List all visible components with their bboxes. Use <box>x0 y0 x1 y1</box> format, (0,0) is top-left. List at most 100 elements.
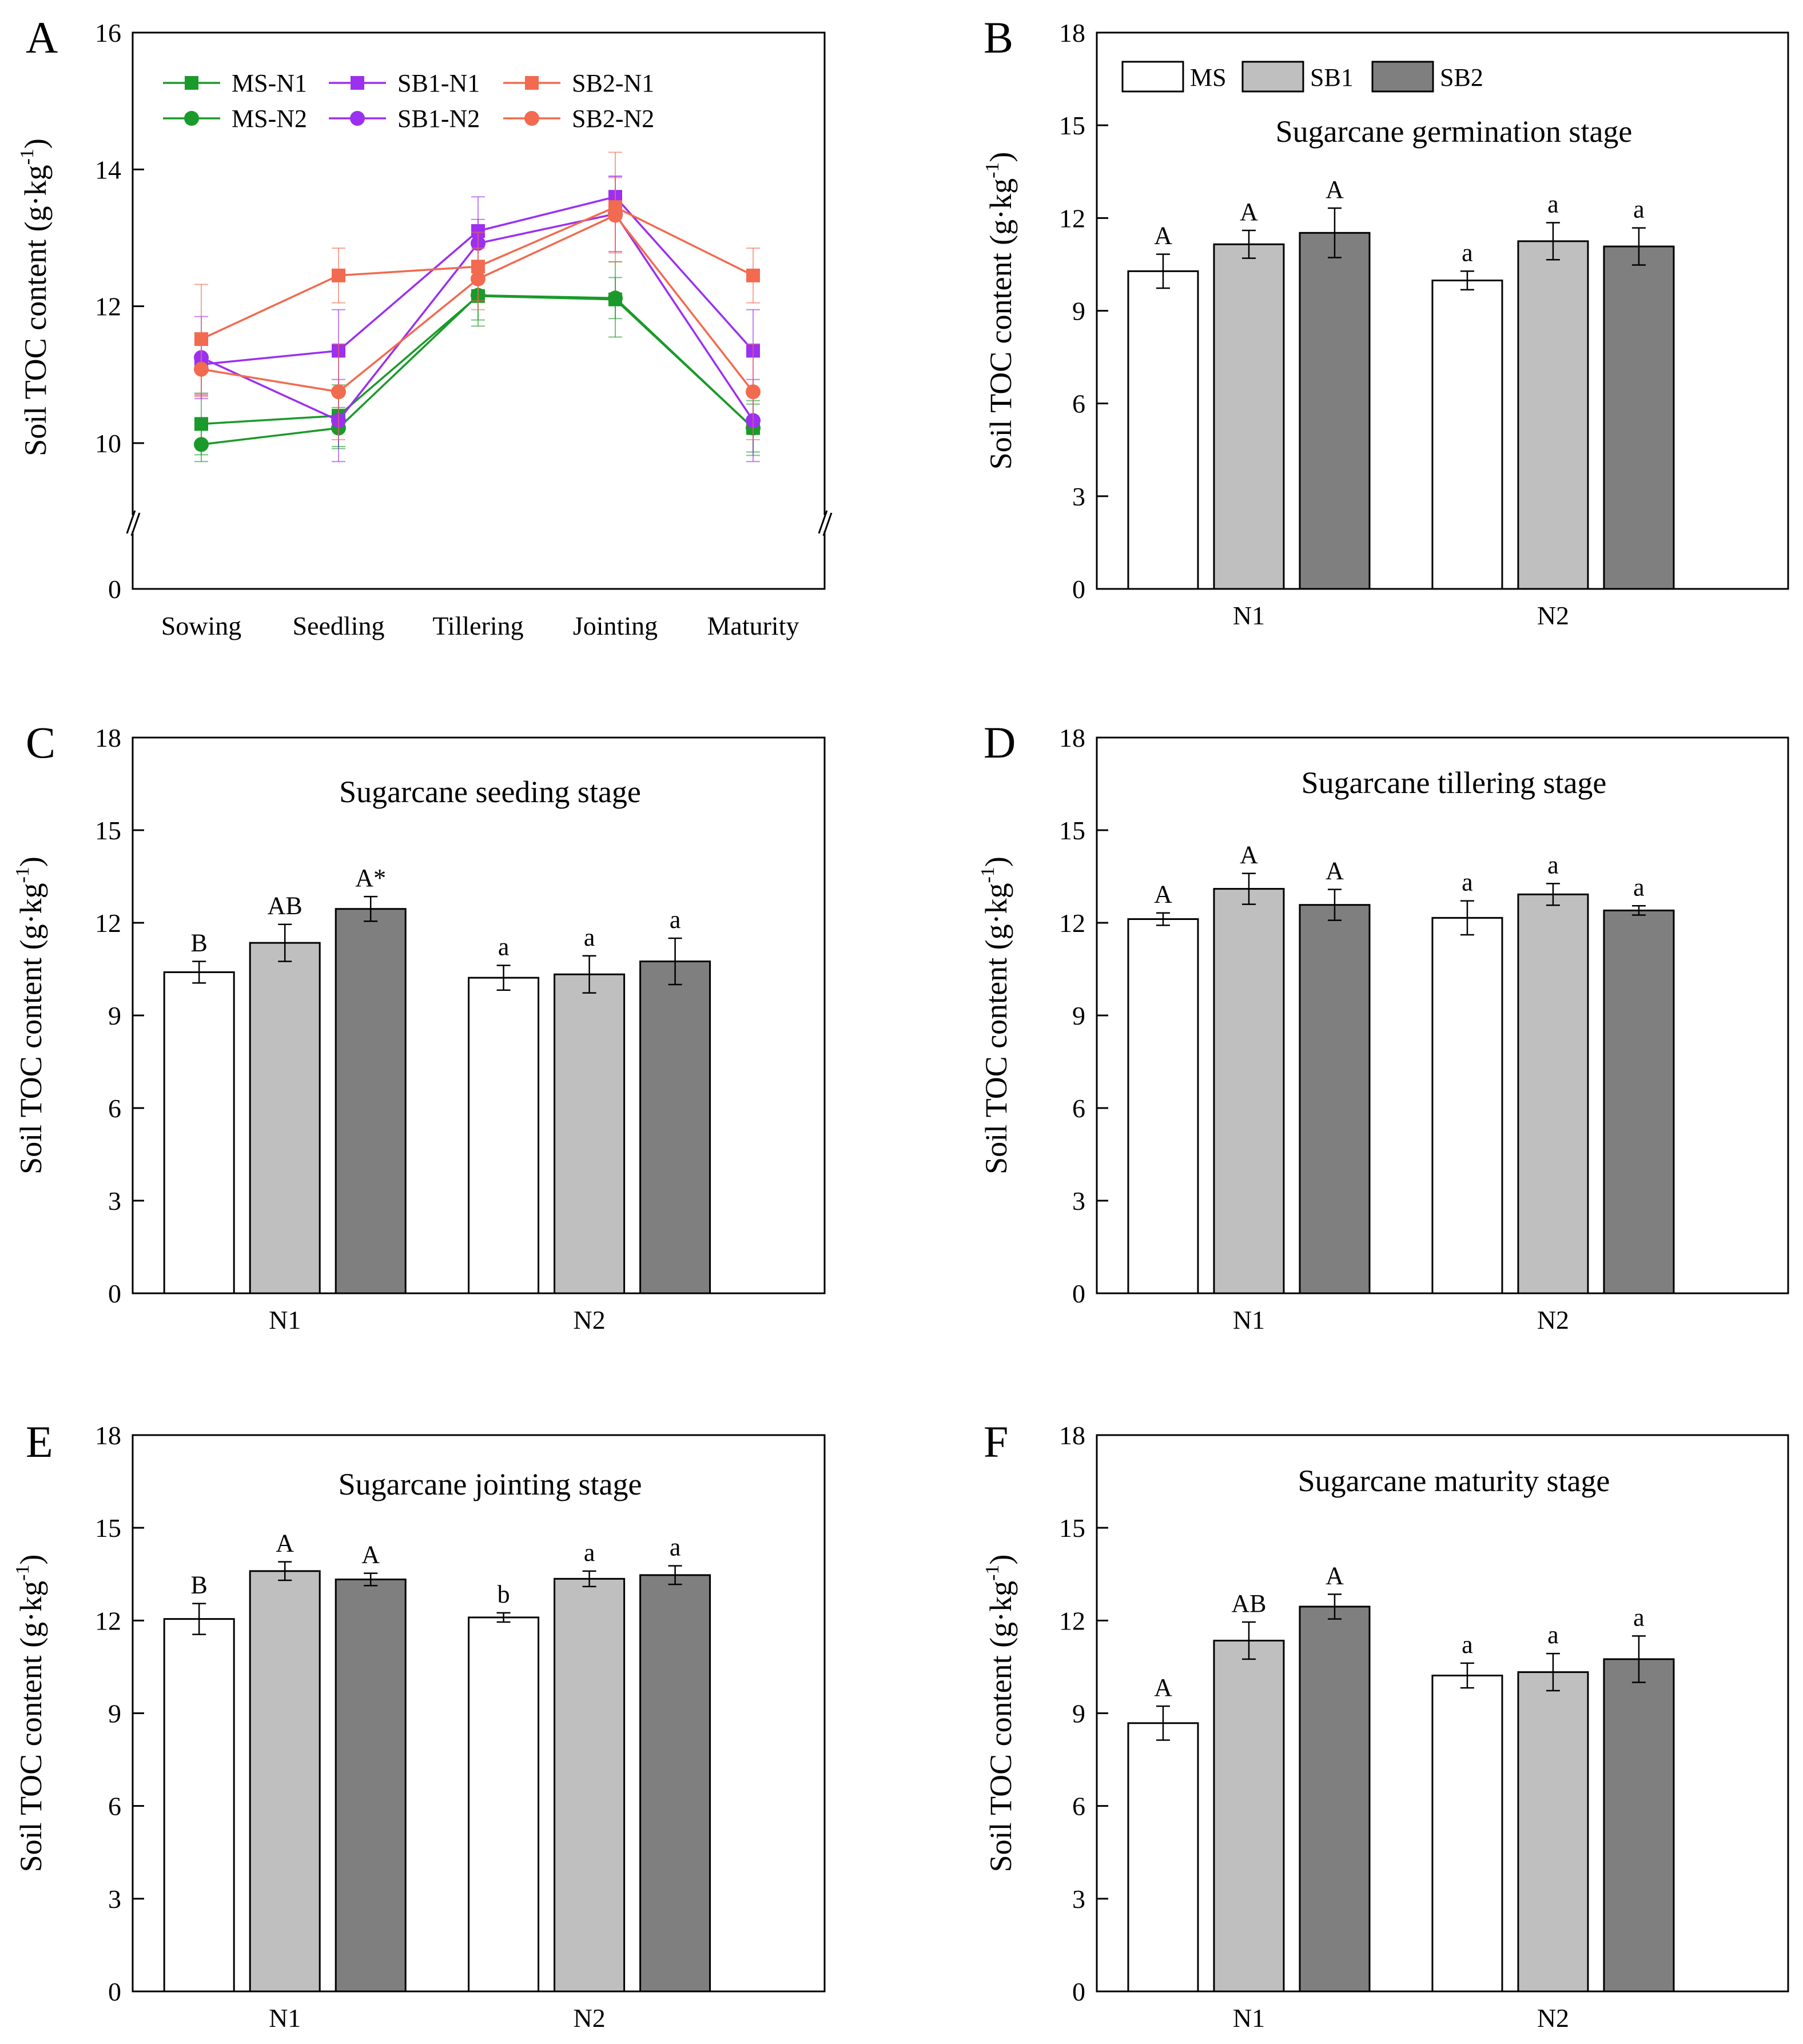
y-tick-label: 18 <box>95 1421 121 1450</box>
data-point <box>746 384 761 400</box>
chart-title: Sugarcane germination stage <box>1276 114 1633 149</box>
y-tick-label: 18 <box>95 723 121 752</box>
x-tick-label: N2 <box>573 1305 605 1334</box>
bar-SB2-N1 <box>1299 904 1371 1294</box>
data-point <box>471 271 485 286</box>
series-line-MS-N1 <box>201 294 754 429</box>
y-axis-label: Soil TOC content (g·kg-1) <box>982 152 1018 470</box>
significance-label: AB <box>268 892 303 920</box>
y-tick-label: 0 <box>108 1977 121 2006</box>
significance-label: A* <box>355 864 386 892</box>
y-tick-label: 16 <box>95 18 121 47</box>
legend-swatch <box>1371 61 1434 93</box>
significance-label: A <box>1326 176 1344 204</box>
y-tick-label: 3 <box>1072 482 1085 511</box>
panel-d: D 0 3 6 9 12 15 18 Soil TOC content (g·kg-1) Suga… <box>977 718 1789 1334</box>
y-tick-label: 15 <box>1059 111 1085 140</box>
panel-letter: B <box>984 13 1013 62</box>
significance-label: A <box>1154 222 1172 250</box>
x-tick-label: N2 <box>1537 2003 1569 2033</box>
significance-label: A <box>276 1529 294 1557</box>
significance-label: a <box>584 923 595 951</box>
y-tick-label: 14 <box>95 155 121 184</box>
y-tick-label: 12 <box>1059 1606 1085 1635</box>
significance-label: a <box>1633 196 1645 224</box>
y-tick-label: 9 <box>108 1699 121 1728</box>
x-tick-label: Maturity <box>707 611 799 640</box>
bar-MS-N2 <box>1431 917 1503 1294</box>
panel-c: C 0 3 6 9 12 15 18 Soil TOC content (g·kg-1) Suga… <box>12 718 826 1334</box>
y-tick-label: 12 <box>95 909 121 938</box>
bar-MS-N1 <box>1127 918 1199 1294</box>
legend-marker <box>525 76 539 90</box>
data-point <box>332 268 345 282</box>
y-tick-label: 18 <box>1059 723 1085 752</box>
panel-f: F 0 3 6 9 12 15 18 Soil TOC content (g·kg-1) Suga… <box>982 1417 1789 2033</box>
x-tick-label: N1 <box>1233 1305 1265 1334</box>
y-axis-label: Soil TOC content (g·kg-1) <box>12 856 48 1174</box>
significance-label: a <box>498 933 510 961</box>
legend-label: SB1-N2 <box>397 105 480 133</box>
y-tick-label: 18 <box>1059 18 1085 47</box>
bar-SB1-N2 <box>1517 240 1589 590</box>
significance-label: A <box>1240 841 1258 869</box>
significance-label: AB <box>1231 1589 1266 1617</box>
bar-MS-N1 <box>163 971 235 1294</box>
data-point <box>746 268 760 282</box>
legend-label: MS-N1 <box>232 69 307 97</box>
y-tick-label: 12 <box>1059 909 1085 938</box>
panel-letter: C <box>26 718 55 767</box>
y-axis-label: Soil TOC content (g·kg-1) <box>17 138 53 456</box>
significance-label: A <box>1240 198 1258 226</box>
data-point <box>608 290 623 306</box>
bar-SB1-N1 <box>1213 243 1285 590</box>
legend-swatch <box>1121 61 1184 93</box>
bar-SB1-N2 <box>1517 1671 1589 1993</box>
chart-title: Sugarcane maturity stage <box>1298 1464 1610 1498</box>
x-tick-label: N1 <box>1233 601 1265 630</box>
y-tick-label: 0 <box>1072 575 1085 604</box>
data-point <box>608 208 623 223</box>
y-tick-label: 6 <box>1072 1792 1085 1821</box>
bar-SB1-N1 <box>249 942 321 1294</box>
chart-title: Sugarcane seeding stage <box>339 775 641 809</box>
y-axis-label: Soil TOC content (g·kg-1) <box>12 1555 48 1872</box>
significance-label: A <box>361 1541 380 1569</box>
panel-b: B 0 3 6 9 12 15 18 Soil TOC content (g·kg-1) Suga… <box>982 13 1789 630</box>
bar-SB2-N2 <box>1603 245 1675 590</box>
significance-label: a <box>1547 1621 1559 1649</box>
data-point <box>194 361 209 377</box>
y-tick-label: 3 <box>108 1884 121 1914</box>
bar-SB2-N1 <box>335 1578 407 1993</box>
bar-MS-N1 <box>1127 270 1199 590</box>
bar-SB2-N2 <box>639 1574 711 1993</box>
y-tick-label: 18 <box>1059 1421 1085 1450</box>
x-tick-label: N2 <box>1537 1305 1569 1334</box>
bar-SB2-N1 <box>335 908 407 1294</box>
panel-letter: D <box>984 718 1016 767</box>
data-point <box>194 437 209 452</box>
y-tick-label: 12 <box>95 292 121 321</box>
bar-MS-N1 <box>163 1618 235 1993</box>
legend-label: SB1-N1 <box>397 69 480 97</box>
significance-label: a <box>1462 238 1473 266</box>
y-tick-label: 15 <box>1059 816 1085 845</box>
x-tick-label: Seedling <box>293 611 385 640</box>
y-tick-label: 6 <box>108 1792 121 1821</box>
significance-label: B <box>191 929 208 957</box>
significance-label: a <box>1633 873 1645 901</box>
bar-SB2-N2 <box>1603 1658 1675 1993</box>
significance-label: A <box>1326 857 1344 885</box>
x-tick-label: Tillering <box>432 611 523 640</box>
y-tick-label: 15 <box>95 1513 121 1543</box>
y-tick-label: 12 <box>1059 204 1085 233</box>
y-tick-label: 3 <box>1072 1884 1085 1914</box>
legend-marker <box>350 111 365 126</box>
y-tick-label: 0 <box>108 575 121 604</box>
y-tick-label: 9 <box>108 1001 121 1030</box>
significance-label: a <box>670 906 681 934</box>
bar-SB2-N2 <box>1603 909 1675 1294</box>
data-point <box>331 384 346 400</box>
y-tick-label: 0 <box>1072 1977 1085 2006</box>
